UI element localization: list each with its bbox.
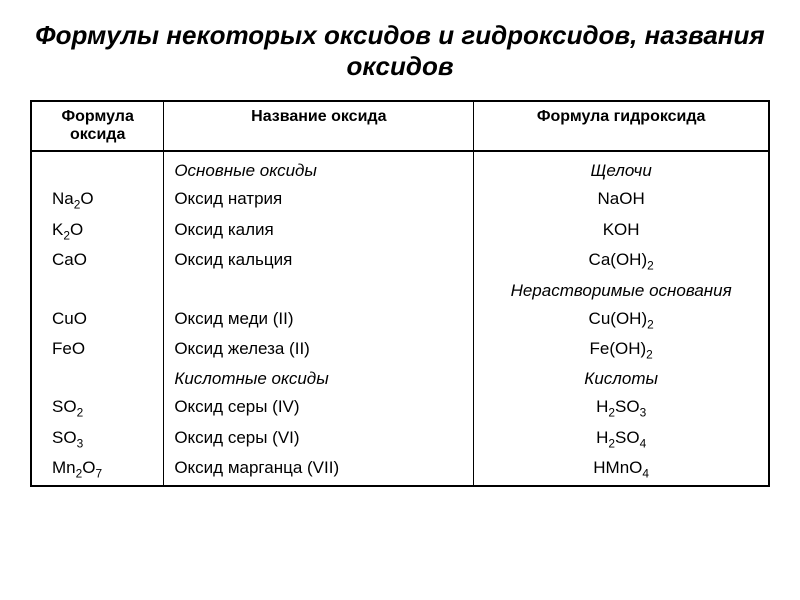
alkalis-label: Щелочи [474, 157, 769, 185]
name-cell: Оксид калия [164, 216, 474, 246]
empty-cell [164, 277, 474, 305]
basic-oxides-label: Основные оксиды [164, 157, 474, 185]
formula-cell: CuO [31, 305, 164, 335]
hydroxide-cell: NaOH [474, 185, 769, 215]
table-row: CuO Оксид меди (II) Cu(OH)2 [31, 305, 769, 335]
formula-cell: SO3 [31, 424, 164, 454]
header-formula: Формула оксида [31, 101, 164, 151]
table-row: CaO Оксид кальция Ca(OH)2 [31, 246, 769, 276]
table-row: Na2O Оксид натрия NaOH [31, 185, 769, 215]
section-row-acidic: Кислотные оксиды Кислоты [31, 365, 769, 393]
name-cell: Оксид меди (II) [164, 305, 474, 335]
name-cell: Оксид натрия [164, 185, 474, 215]
section-row-insoluble: Нерастворимые основания [31, 277, 769, 305]
table-header-row: Формула оксида Название оксида Формула г… [31, 101, 769, 151]
name-cell: Оксид серы (IV) [164, 393, 474, 423]
formula-cell: SO2 [31, 393, 164, 423]
empty-cell [31, 365, 164, 393]
table-row: SO3 Оксид серы (VI) H2SO4 [31, 424, 769, 454]
formula-cell: Na2O [31, 185, 164, 215]
hydroxide-cell: Cu(OH)2 [474, 305, 769, 335]
hydroxide-cell: Fe(OH)2 [474, 335, 769, 365]
table-row: Mn2O7 Оксид марганца (VII) HMnO4 [31, 454, 769, 485]
hydroxide-cell: Ca(OH)2 [474, 246, 769, 276]
name-cell: Оксид железа (II) [164, 335, 474, 365]
table-row: FeO Оксид железа (II) Fe(OH)2 [31, 335, 769, 365]
formula-cell: Mn2O7 [31, 454, 164, 485]
hydroxide-cell: HMnO4 [474, 454, 769, 485]
empty-cell [31, 277, 164, 305]
name-cell: Оксид серы (VI) [164, 424, 474, 454]
formula-cell: FeO [31, 335, 164, 365]
header-name: Название оксида [164, 101, 474, 151]
formula-cell: K2O [31, 216, 164, 246]
table-row: SO2 Оксид серы (IV) H2SO3 [31, 393, 769, 423]
table-row: K2O Оксид калия KOH [31, 216, 769, 246]
name-cell: Оксид марганца (VII) [164, 454, 474, 485]
section-row-basic: Основные оксиды Щелочи [31, 157, 769, 185]
oxides-table: Формула оксида Название оксида Формула г… [30, 100, 770, 486]
hydroxide-cell: H2SO4 [474, 424, 769, 454]
insoluble-bases-label: Нерастворимые основания [474, 277, 769, 305]
acidic-oxides-label: Кислотные оксиды [164, 365, 474, 393]
name-cell: Оксид кальция [164, 246, 474, 276]
formula-cell: CaO [31, 246, 164, 276]
acids-label: Кислоты [474, 365, 769, 393]
header-hydroxide: Формула гидроксида [474, 101, 769, 151]
page-title: Формулы некоторых оксидов и гидроксидов,… [30, 20, 770, 82]
hydroxide-cell: H2SO3 [474, 393, 769, 423]
empty-cell [31, 157, 164, 185]
hydroxide-cell: KOH [474, 216, 769, 246]
